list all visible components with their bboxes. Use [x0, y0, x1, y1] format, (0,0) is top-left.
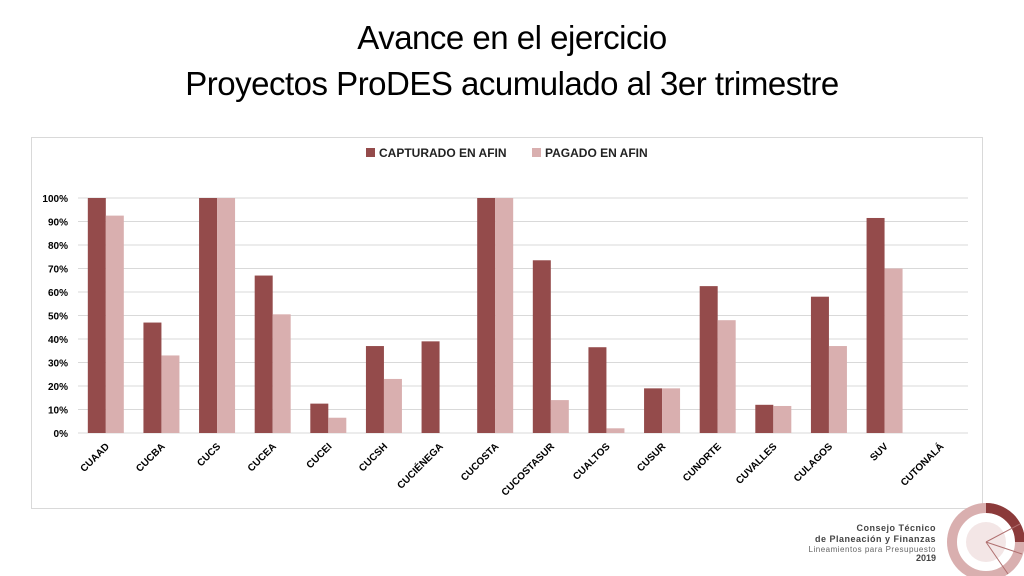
x-tick-label: CUALTOS: [571, 441, 613, 483]
bar: [866, 217, 885, 433]
y-tick-label: 30%: [48, 359, 68, 370]
footer-org-line-1: Consejo Técnico: [856, 523, 936, 533]
x-tick-label: CUCS: [195, 441, 223, 469]
bar: [105, 215, 124, 433]
bar-chart: 0% 10% 20% 30% 40% 50% 60% 70% 80% 90% 100% CUAAD CU…: [42, 146, 968, 499]
x-tick-label: CUSUR: [635, 441, 668, 474]
y-tick-label: 10%: [48, 406, 68, 417]
slide-title-line-2: Proyectos ProDES acumulado al 3er trimes…: [185, 65, 839, 102]
chart-frame: 0% 10% 20% 30% 40% 50% 60% 70% 80% 90% 100% CUAAD CU…: [31, 137, 983, 509]
footer-org-line-2: de Planeación y Finanzas: [814, 534, 936, 544]
bar: [606, 428, 625, 433]
bar: [143, 322, 162, 433]
bar: [477, 198, 496, 433]
legend-swatch: [532, 148, 541, 157]
bar: [365, 346, 384, 433]
y-tick-label: 80%: [48, 241, 68, 252]
x-tick-label: CUAAD: [79, 441, 112, 474]
bar: [588, 347, 607, 433]
bar: [199, 198, 218, 433]
y-tick-label: 60%: [48, 288, 68, 299]
bar: [328, 417, 347, 433]
bar: [161, 355, 180, 433]
bar: [254, 275, 273, 433]
bar: [532, 260, 551, 433]
x-tick-label: CUCOSTASUR: [500, 441, 558, 499]
x-tick-label: CUCBA: [134, 441, 167, 474]
bar: [272, 314, 291, 433]
bar: [662, 388, 681, 433]
y-tick-label: 50%: [48, 312, 68, 323]
footer-year: 2019: [915, 553, 936, 563]
bar: [773, 405, 792, 433]
bar: [755, 404, 774, 433]
y-tick-label: 70%: [48, 265, 68, 276]
x-tick-label: CUCEI: [305, 441, 335, 471]
bar: [550, 400, 569, 433]
y-tick-label: 20%: [48, 382, 68, 393]
y-tick-label: 90%: [48, 218, 68, 229]
x-tick-label: CUCEA: [246, 441, 279, 474]
x-tick-label: CUTONALÁ: [898, 440, 947, 489]
bar: [495, 198, 514, 433]
council-logo-icon: [947, 503, 1024, 576]
legend-swatch: [366, 148, 375, 157]
y-tick-label: 40%: [48, 335, 68, 346]
bar: [217, 198, 236, 433]
x-tick-label: CULAGOS: [792, 441, 835, 484]
x-tick-label: CUVALLES: [734, 441, 780, 487]
legend-label: CAPTURADO EN AFIN: [379, 146, 507, 160]
bar: [828, 346, 847, 433]
bar: [884, 268, 903, 433]
footer-subtitle: Lineamientos para Presupuesto: [808, 545, 936, 554]
bar: [421, 341, 440, 433]
bar: [87, 198, 106, 433]
bar: [810, 296, 829, 433]
legend-label: PAGADO EN AFIN: [545, 146, 648, 160]
x-tick-label: CUCSH: [357, 441, 390, 474]
x-tick-label: SUV: [868, 441, 891, 464]
bar: [644, 388, 663, 433]
x-tick-label: CUCOSTA: [459, 441, 501, 483]
bar: [310, 403, 329, 433]
bar: [383, 378, 402, 433]
bar: [699, 286, 718, 433]
slide-title-line-1: Avance en el ejercicio: [357, 19, 667, 56]
x-tick-label: CUNORTE: [681, 441, 724, 484]
y-tick-label: 100%: [42, 194, 68, 205]
y-tick-label: 0%: [54, 429, 69, 440]
bar: [717, 320, 736, 433]
x-tick-label: CUCIÉNEGA: [394, 440, 446, 492]
